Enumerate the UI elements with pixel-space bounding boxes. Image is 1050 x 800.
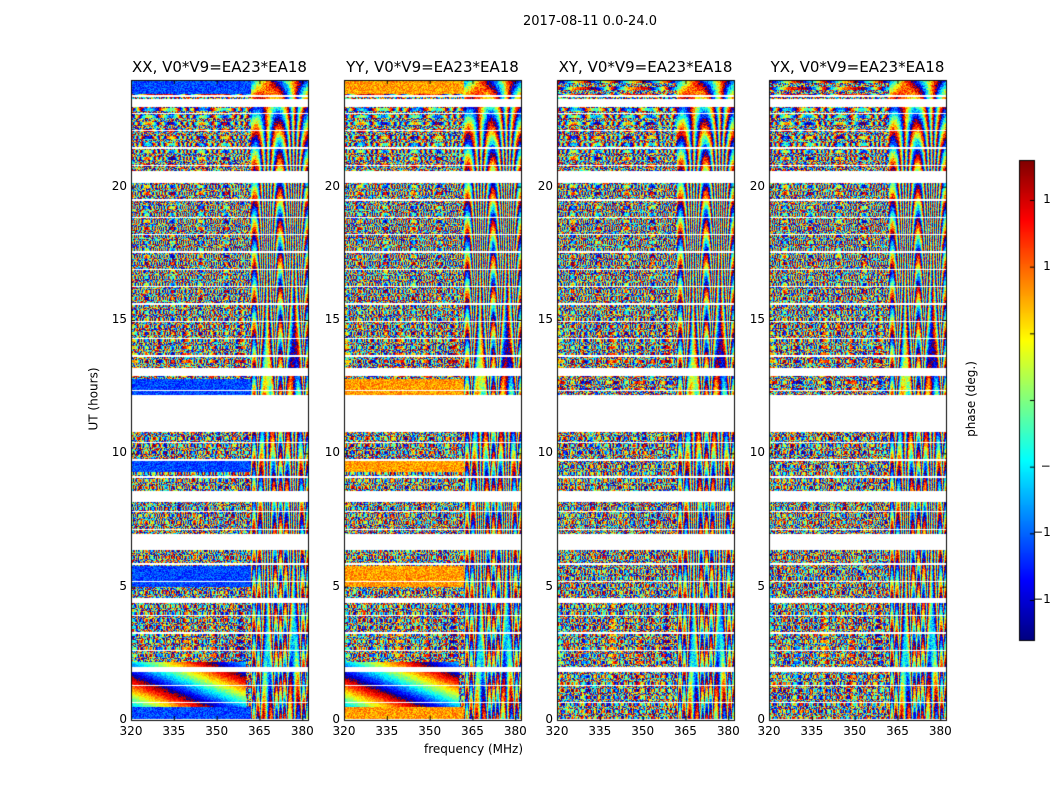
y-tick-label: 15 <box>537 312 553 326</box>
x-tick-label: 380 <box>503 724 527 738</box>
x-tick-label: 335 <box>800 724 824 738</box>
colorbar-tick-label: 150 <box>1043 192 1050 206</box>
x-tick-label: 335 <box>162 724 186 738</box>
y-tick-label: 20 <box>111 178 127 193</box>
x-tick-label: 320 <box>119 724 143 738</box>
x-tick-label: 365 <box>461 724 484 738</box>
x-tick-label: 380 <box>716 724 740 738</box>
y-tick-label: 10 <box>111 445 127 460</box>
y-tick-label: 20 <box>749 178 765 193</box>
x-tick-label: 350 <box>205 724 229 738</box>
y-tick-label: 10 <box>749 445 765 460</box>
colorbar-tick-label: −100 <box>1033 525 1050 540</box>
y-tick-label: 10 <box>324 445 340 460</box>
y-tick-label: 10 <box>537 445 553 460</box>
x-tick-label: 320 <box>757 724 781 738</box>
colorbar-tick-label: −50 <box>1040 458 1050 473</box>
y-tick-label: 20 <box>324 178 340 193</box>
y-tick-label: 15 <box>324 312 340 326</box>
y-tick-label: 20 <box>537 178 553 193</box>
y-tick-label: 15 <box>111 312 127 326</box>
colorbar-tick-label: 0 <box>1026 392 1050 406</box>
x-tick-label: 380 <box>290 724 314 738</box>
panel-title: YX, V0*V9=EA23*EA18 <box>770 58 945 76</box>
colorbar-tick-label: 100 <box>1043 258 1050 273</box>
y-axis-label: UT (hours) <box>86 367 101 431</box>
y-tick-label: 0 <box>119 712 127 726</box>
y-tick-label: 0 <box>757 712 765 726</box>
y-tick-label: 0 <box>545 712 553 726</box>
y-tick-label: 5 <box>119 578 127 593</box>
x-tick-label: 335 <box>375 724 399 738</box>
panel-title: XX, V0*V9=EA23*EA18 <box>132 58 307 76</box>
x-tick-label: 365 <box>248 724 271 738</box>
x-tick-label: 350 <box>631 724 655 738</box>
figure-title: 2017-08-11 0.0-24.0 <box>523 14 657 29</box>
x-axis-label: frequency (MHz) <box>424 742 524 756</box>
y-tick-label: 0 <box>332 712 340 726</box>
x-tick-label: 320 <box>545 724 569 738</box>
y-tick-label: 15 <box>749 312 765 326</box>
x-tick-label: 350 <box>843 724 867 738</box>
y-tick-label: 5 <box>757 578 765 593</box>
panel-title: YY, V0*V9=EA23*EA18 <box>346 58 519 76</box>
colorbar-tick-label: 50 <box>1026 325 1050 339</box>
x-tick-label: 365 <box>886 724 909 738</box>
y-tick-label: 5 <box>545 578 553 593</box>
colorbar-label: phase (deg.) <box>963 361 978 437</box>
x-tick-label: 335 <box>588 724 612 738</box>
panel-title: XY, V0*V9=EA23*EA18 <box>558 58 733 76</box>
colorbar-tick-label: −150 <box>1033 592 1050 606</box>
y-tick-label: 5 <box>332 578 340 593</box>
x-tick-label: 350 <box>418 724 442 738</box>
x-tick-label: 380 <box>928 724 952 738</box>
x-tick-label: 320 <box>332 724 356 738</box>
x-tick-label: 365 <box>674 724 697 738</box>
